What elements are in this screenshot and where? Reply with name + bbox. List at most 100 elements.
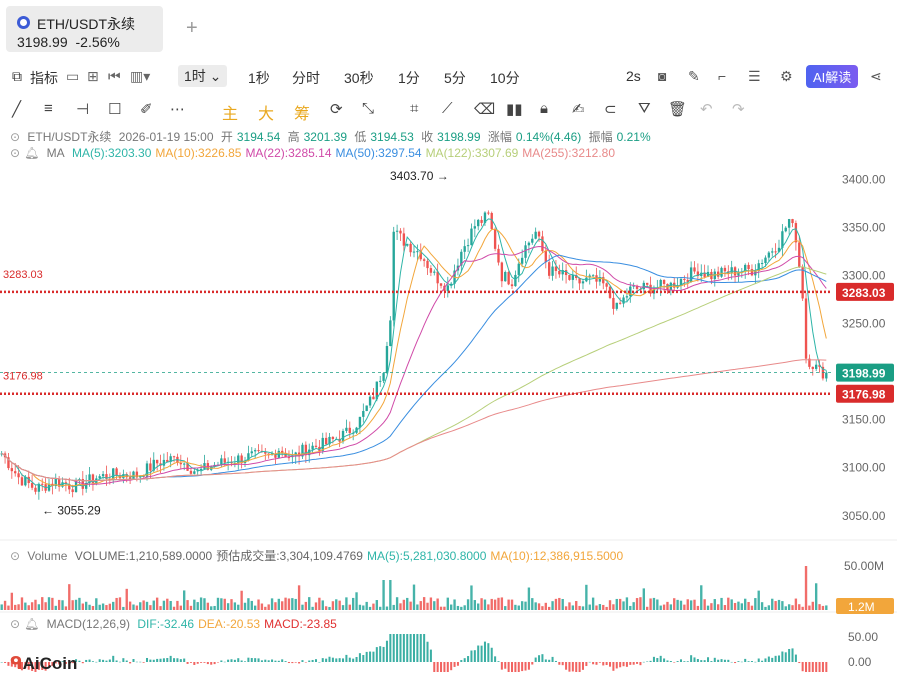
ma-line-50 bbox=[1, 254, 827, 482]
candle-body bbox=[314, 445, 318, 447]
replay-icon[interactable]: ⏮ bbox=[108, 68, 121, 84]
volume-bar bbox=[490, 598, 493, 610]
volume-eye-icon[interactable]: ⊙ bbox=[10, 549, 21, 563]
macd-bar bbox=[440, 662, 443, 672]
rect-tool-icon[interactable]: ☐ bbox=[108, 101, 122, 118]
list-icon[interactable]: ☰ bbox=[748, 68, 761, 84]
info-toggle-icon[interactable]: ⊙ bbox=[10, 130, 21, 144]
redo-icon[interactable]: ↷ bbox=[732, 101, 745, 118]
macd-bar bbox=[514, 662, 517, 672]
more-tools-icon[interactable]: ⋯ bbox=[170, 101, 185, 118]
macd-bell-icon[interactable]: 🔔︎ bbox=[24, 617, 40, 631]
macd-bar bbox=[456, 662, 459, 666]
candle-body bbox=[122, 474, 125, 479]
eraser-icon[interactable]: ⌫ bbox=[474, 101, 496, 118]
volume-bar bbox=[534, 602, 537, 610]
chart-type-icon[interactable]: ▥▾ bbox=[130, 68, 151, 84]
undo-icon[interactable]: ↶ bbox=[700, 101, 713, 118]
candles-icon[interactable]: ▮▮ bbox=[506, 101, 523, 118]
ai-interpret-button[interactable]: AI解读 bbox=[806, 65, 859, 88]
sync-icon[interactable]: ⟳ bbox=[330, 101, 343, 118]
trash-icon[interactable]: 🗑︎ bbox=[668, 101, 688, 118]
candle-body bbox=[260, 450, 264, 452]
volume-bar bbox=[477, 603, 480, 610]
volume-bar bbox=[551, 601, 554, 610]
candle-body bbox=[700, 272, 703, 277]
timeframe-1s[interactable]: 1秒 bbox=[248, 70, 270, 86]
macd-bar bbox=[500, 662, 503, 670]
candle-body bbox=[233, 462, 237, 464]
volume-bar bbox=[649, 598, 652, 610]
line-tool-icon[interactable]: ╱ bbox=[12, 101, 22, 118]
ray-tool-icon[interactable]: ⊣ bbox=[76, 101, 90, 118]
symbol-tab[interactable]: ETH/USDT永续 3198.99 -2.56% bbox=[6, 6, 163, 52]
candle-body bbox=[463, 246, 466, 252]
candle-body bbox=[101, 474, 105, 477]
volume-bar bbox=[253, 605, 257, 610]
refresh-interval[interactable]: 2s bbox=[626, 68, 641, 84]
macd-bar bbox=[271, 659, 274, 662]
candle-body bbox=[0, 453, 3, 455]
candle-body bbox=[696, 271, 700, 277]
volume-bar bbox=[193, 599, 196, 610]
main-force-button[interactable]: 主 bbox=[222, 106, 239, 123]
volume-bar bbox=[372, 603, 375, 610]
macd-eye-icon[interactable]: ⊙ bbox=[10, 617, 21, 631]
volume-bar bbox=[777, 599, 781, 610]
macd-bar bbox=[142, 662, 145, 663]
candle-body bbox=[220, 458, 223, 465]
timeframe-tick[interactable]: 分时 bbox=[292, 70, 320, 86]
volume-bar bbox=[639, 597, 642, 610]
volume-bar bbox=[84, 601, 88, 610]
timeframe-1h[interactable]: 1时 ⌄ bbox=[178, 65, 228, 87]
macd-bar bbox=[108, 659, 111, 662]
ohlc-symbol: ETH/USDT永续 bbox=[27, 130, 112, 144]
large-order-button[interactable]: 大 bbox=[258, 106, 275, 123]
volume-bar bbox=[149, 605, 152, 610]
volume-bar bbox=[30, 602, 34, 610]
timeframe-10m[interactable]: 10分 bbox=[490, 70, 520, 86]
indicator-icon[interactable]: ⧉ bbox=[12, 68, 22, 84]
volume-bar bbox=[7, 605, 10, 610]
candle-body bbox=[206, 463, 210, 470]
y-tick-label: 3400.00 bbox=[842, 172, 886, 186]
y-tick-label: 3100.00 bbox=[842, 461, 886, 475]
candle-body bbox=[91, 474, 95, 484]
magnet-icon[interactable]: ⊂ bbox=[604, 101, 617, 118]
layout-icon[interactable]: ▭ bbox=[66, 68, 80, 84]
volume-bar bbox=[260, 603, 264, 610]
lock-icon[interactable]: 🔒︎ bbox=[540, 100, 548, 117]
volume-bar bbox=[568, 602, 571, 610]
candle-body bbox=[588, 275, 591, 278]
pen-icon[interactable]: ✎ bbox=[688, 68, 700, 84]
crop-icon[interactable]: ⌐ bbox=[718, 68, 727, 84]
share-icon[interactable]: ⋖ bbox=[870, 68, 882, 84]
candle-body bbox=[710, 271, 713, 280]
add-tab-button[interactable]: + bbox=[186, 17, 198, 39]
filter-icon[interactable]: ⛛ bbox=[638, 100, 651, 117]
candle-body bbox=[713, 271, 716, 280]
chips-button[interactable]: 筹 bbox=[294, 106, 311, 123]
timeframe-1m[interactable]: 1分 bbox=[398, 70, 420, 86]
measure-icon[interactable]: ⤡ bbox=[362, 100, 375, 117]
volume-bar bbox=[216, 597, 220, 610]
macd-bar bbox=[548, 659, 551, 662]
indicator-button[interactable]: 指标 bbox=[30, 70, 58, 86]
candle-body bbox=[568, 275, 571, 280]
grid-icon[interactable]: ⊞ bbox=[87, 68, 99, 84]
timeframe-30s[interactable]: 30秒 bbox=[344, 70, 374, 86]
brush-tool-icon[interactable]: ✐ bbox=[140, 101, 153, 118]
ma-bell-icon[interactable]: 🔔︎ bbox=[24, 146, 40, 160]
volume-bar bbox=[331, 601, 335, 610]
camera-icon[interactable]: ◙ bbox=[658, 68, 667, 84]
text-tool-icon[interactable]: ⌗ bbox=[410, 100, 419, 117]
candle-body bbox=[794, 223, 798, 243]
settings-icon[interactable]: ⚙ bbox=[780, 68, 793, 84]
ruler-icon[interactable]: ⟋ bbox=[442, 100, 453, 117]
timeframe-5m[interactable]: 5分 bbox=[444, 70, 466, 86]
ma-eye-icon[interactable]: ⊙ bbox=[10, 146, 21, 160]
volume-bar bbox=[747, 601, 750, 610]
candle-body bbox=[382, 373, 385, 381]
hline-tool-icon[interactable]: ≡ bbox=[44, 100, 53, 117]
note-icon[interactable]: ✍ bbox=[572, 101, 585, 118]
